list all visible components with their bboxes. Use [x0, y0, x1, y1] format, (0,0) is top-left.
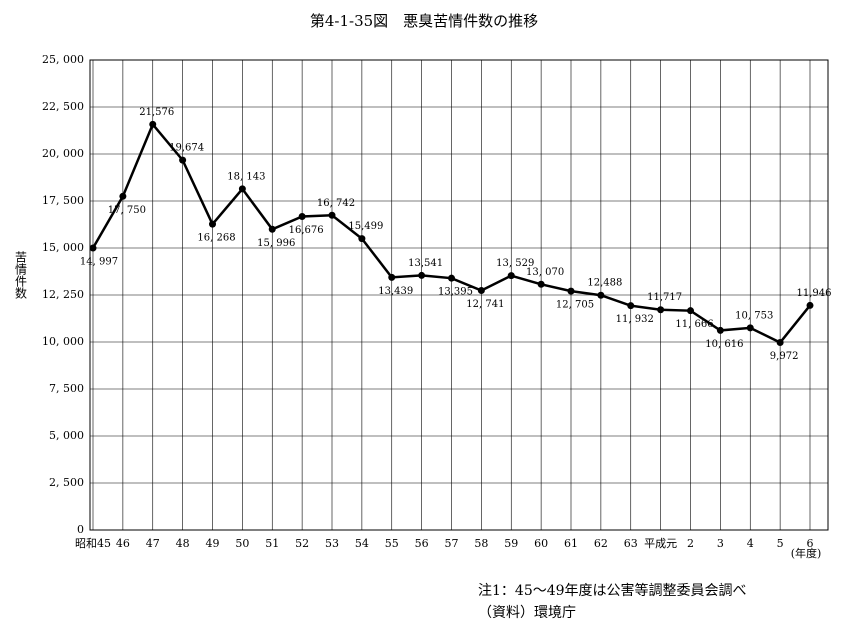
x-tick-label: 54: [355, 537, 369, 550]
point: [328, 211, 336, 219]
data-label: 18, 143: [227, 171, 265, 182]
y-tick-label: 20, 000: [42, 147, 84, 160]
x-tick-label: 46: [116, 537, 130, 550]
y-tick-label: 10, 000: [42, 335, 84, 348]
point: [746, 324, 754, 332]
point: [298, 212, 306, 220]
point: [597, 291, 605, 299]
x-tick-label: 50: [235, 537, 249, 550]
point: [358, 235, 366, 243]
chart-title: 第4-1-35図 悪臭苦情件数の推移: [310, 12, 538, 30]
point: [806, 301, 814, 309]
point: [418, 271, 426, 279]
data-label: 13,541: [408, 258, 443, 269]
y-tick-label: 17, 500: [42, 194, 84, 207]
x-tick-label: 48: [176, 537, 190, 550]
y-tick-label: 15, 000: [42, 241, 84, 254]
x-tick-label: 昭和45: [75, 537, 111, 550]
x-tick-label: 62: [594, 537, 608, 550]
data-label: 12, 705: [556, 300, 594, 311]
point: [149, 120, 157, 128]
data-label: 13, 070: [526, 267, 564, 278]
data-label: 16, 742: [317, 198, 355, 209]
x-tick-label: 60: [534, 537, 548, 550]
data-label: 10, 753: [735, 310, 773, 321]
point: [537, 280, 545, 288]
note: 注1：45～49年度は公害等調整委員会調べ: [478, 582, 747, 599]
y-tick-label: 2, 500: [49, 476, 84, 489]
data-label: 10, 616: [705, 339, 743, 350]
y-tick-label: 25, 000: [42, 53, 84, 66]
point: [209, 220, 216, 228]
data-label: 16, 268: [197, 233, 235, 244]
point: [119, 192, 127, 200]
x-tick-label: 51: [265, 537, 279, 550]
x-tick-label: 58: [474, 537, 488, 550]
point: [388, 273, 396, 281]
point: [567, 287, 575, 295]
y-tick-label: 7, 500: [49, 382, 84, 395]
x-tick-label: 55: [385, 537, 399, 550]
x-tick-label: 57: [445, 537, 459, 550]
point: [477, 286, 485, 294]
point: [507, 272, 515, 280]
data-label: 19,674: [169, 143, 204, 154]
x-unit: (年度): [791, 546, 822, 560]
x-tick-label: 2: [687, 537, 694, 550]
x-tick-label: 52: [295, 537, 309, 550]
point: [776, 339, 784, 347]
y-tick-label: 22, 500: [42, 100, 84, 113]
x-tick-label: 53: [325, 537, 339, 550]
point: [238, 185, 246, 193]
point: [687, 307, 694, 315]
data-label: 11, 932: [616, 314, 654, 325]
x-tick-label: 61: [564, 537, 578, 550]
point: [627, 302, 635, 310]
data-label: 11,717: [647, 292, 682, 303]
point: [89, 244, 97, 252]
note: （資料）環境庁: [478, 605, 576, 621]
x-tick-label: 6: [807, 537, 814, 550]
data-label: 13, 529: [496, 258, 534, 269]
x-tick-label: 56: [415, 537, 429, 550]
y-axis-label: 苦情件数: [14, 251, 28, 300]
x-tick-label: 59: [504, 537, 518, 550]
x-tick-label: 47: [146, 537, 160, 550]
y-tick-label: 12, 250: [42, 288, 84, 301]
x-tick-label: 63: [624, 537, 638, 550]
data-label: 9,972: [770, 351, 799, 362]
data-label: 14, 997: [80, 257, 118, 268]
data-label: 12,488: [587, 278, 622, 289]
y-tick-label: 0: [77, 523, 84, 536]
data-label: 21,576: [139, 107, 174, 118]
data-label: 13,439: [378, 286, 413, 297]
y-tick-label: 5, 000: [49, 429, 84, 442]
data-label: 12, 741: [466, 299, 504, 310]
point: [179, 156, 187, 164]
data-label: 15,499: [348, 221, 383, 232]
x-tick-label: 49: [206, 537, 220, 550]
x-tick-label: 5: [777, 537, 784, 550]
data-label: 17, 750: [108, 205, 146, 216]
point: [716, 326, 724, 334]
x-tick-label: 3: [717, 537, 724, 550]
point: [657, 306, 665, 314]
data-label: 13,395: [438, 287, 473, 298]
x-tick-label: 4: [747, 537, 754, 550]
data-label: 16,676: [289, 225, 324, 236]
data-label: 11, 666: [675, 319, 713, 330]
data-label: 11,946: [797, 288, 832, 299]
point: [448, 274, 455, 282]
point: [268, 225, 276, 233]
data-label: 15, 996: [257, 238, 295, 249]
x-tick-label: 平成元: [644, 537, 677, 550]
